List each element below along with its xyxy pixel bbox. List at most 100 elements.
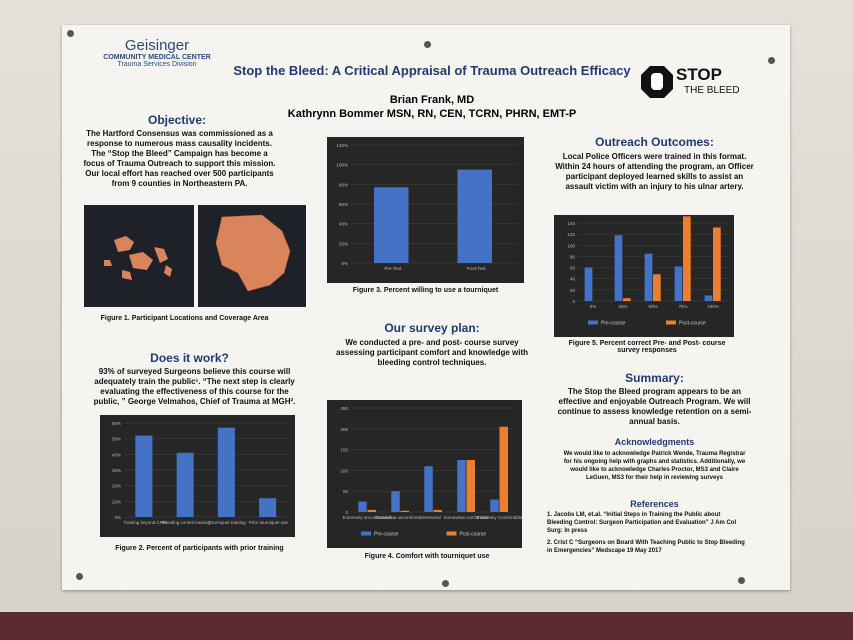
y-tick-label: 60%: [339, 202, 348, 207]
y-tick-label: 150: [340, 448, 348, 453]
reference: 2. Crist C “Surgeons on Board With Teach…: [547, 540, 745, 554]
y-tick-label: 250: [340, 406, 348, 411]
org-sub: COMMUNITY MEDICAL CENTER: [103, 54, 211, 61]
org-logo: Geisinger COMMUNITY MEDICAL CENTER Traum…: [92, 37, 222, 68]
paragraph: We would like to acknowledge Patrick Wen…: [563, 451, 746, 481]
caption: Figure 3. Percent willing to use a tourn…: [352, 287, 499, 294]
bar: [217, 427, 235, 517]
authors: Brian Frank, MD Kathrynn Bommer MSN, RN,…: [262, 93, 602, 121]
y-tick-label: 40%: [112, 452, 121, 457]
y-tick-label: 0: [345, 510, 348, 515]
bar-chart: 0 20 40 60 80 100 120 140 0% 25% 50% 75% 100% Pre-cou…: [554, 215, 734, 337]
heading: Our survey plan:: [384, 321, 480, 335]
legend-label: Pre-course: [601, 321, 626, 327]
y-tick-label: 100: [567, 243, 575, 248]
paragraph: The Stop the Bleed program appears to be…: [557, 387, 752, 426]
bar: [466, 460, 476, 512]
legend-label: Post-course: [460, 532, 487, 538]
x-tick-label: Bleeding control training: [162, 520, 211, 525]
legend-swatch: [361, 531, 371, 536]
bar: [644, 253, 653, 301]
x-tick-label: Somewhat comfortable: [443, 515, 490, 520]
bar: [373, 187, 409, 263]
y-tick-label: 10%: [112, 499, 121, 504]
bar: [457, 460, 466, 512]
bar: [259, 498, 277, 517]
y-tick-label: 30%: [112, 468, 121, 473]
bar: [176, 452, 194, 517]
x-tick-label: Neutral: [426, 515, 441, 520]
bar-chart: 0% 20% 40% 60% 80% 100% 120% Pre-Test Post-Test: [327, 137, 524, 283]
legend-label: Post-course: [679, 321, 706, 327]
x-tick-label: 50%: [648, 304, 657, 309]
bar: [424, 466, 433, 512]
x-tick-label: Post-Test: [467, 266, 487, 271]
title: Stop the Bleed: A Critical Appraisal of …: [233, 63, 631, 78]
legend-label: Pre-course: [374, 532, 399, 538]
pin: [738, 577, 745, 584]
bar: [713, 227, 721, 301]
heading: Objective:: [147, 113, 207, 127]
org-sub: Trauma Services Division: [117, 61, 197, 68]
chart-background: [327, 137, 524, 283]
stop-logo: STOP THE BLEED: [640, 65, 745, 101]
y-tick-label: 20%: [112, 484, 121, 489]
pin: [424, 41, 431, 48]
pin: [76, 573, 83, 580]
pin: [67, 30, 74, 37]
bar: [433, 509, 443, 512]
bar: [367, 509, 377, 512]
heading: References: [630, 499, 679, 509]
x-tick-label: Prior tourniquet use: [249, 520, 289, 525]
x-tick-label: 100%: [707, 304, 719, 309]
y-tick-label: 40%: [339, 222, 348, 227]
y-tick-label: 40: [570, 277, 576, 282]
x-tick-label: Tourniquet training: [209, 520, 247, 525]
chart-background: [100, 415, 295, 537]
x-tick-label: Extremely uncomfortable: [343, 515, 393, 520]
y-tick-label: 140: [567, 221, 575, 226]
x-tick-label: 25%: [618, 304, 627, 309]
reference: 1. Jacobs LM, et.al. “Initial Steps in T…: [547, 512, 737, 534]
y-tick-label: 50%: [112, 437, 121, 442]
y-tick-label: 60%: [112, 421, 121, 426]
y-tick-label: 20%: [339, 241, 348, 246]
org-name: Geisinger: [124, 37, 190, 54]
caption: Figure 4. Comfort with tourniquet use: [364, 553, 490, 560]
bar-chart: 0% 10% 20% 30% 40% 50% 60% Training beyond CPRB…: [100, 415, 295, 537]
y-tick-label: 120%: [336, 143, 348, 148]
y-tick-label: 0%: [341, 261, 348, 266]
logo-text: THE BLEED: [684, 85, 740, 96]
heading: Does it work?: [150, 351, 229, 365]
x-tick-label: Extremely Comfortable: [477, 515, 522, 520]
heading: Acknowledgments: [614, 437, 695, 447]
y-tick-label: 80: [570, 254, 576, 259]
legend-swatch: [588, 320, 598, 325]
paragraph: 93% of surveyed Surgeons believe this co…: [93, 367, 296, 406]
pin: [442, 580, 449, 587]
bar: [400, 510, 410, 512]
bar: [674, 266, 683, 301]
bar: [623, 298, 631, 301]
chart-background: [554, 215, 734, 337]
x-tick-label: Training beyond CPR: [123, 520, 167, 525]
bar: [704, 295, 713, 301]
y-tick-label: 0: [572, 299, 575, 304]
x-tick-label: 0%: [590, 304, 597, 309]
y-tick-label: 120: [567, 232, 575, 237]
paragraph: We conducted a pre- and post- course sur…: [335, 338, 529, 367]
carpet: [0, 612, 853, 640]
bar: [490, 499, 499, 512]
legend-swatch: [446, 531, 457, 536]
bar: [391, 491, 400, 512]
y-tick-label: 20: [570, 288, 576, 293]
logo-text: STOP: [676, 65, 722, 84]
bar: [683, 216, 691, 301]
bar: [653, 274, 661, 301]
legend-swatch: [666, 320, 676, 325]
x-tick-label: Pre-Test: [384, 266, 402, 271]
bar: [135, 435, 153, 517]
author: Kathrynn Bommer MSN, RN, CEN, TCRN, PHRN…: [287, 108, 577, 120]
